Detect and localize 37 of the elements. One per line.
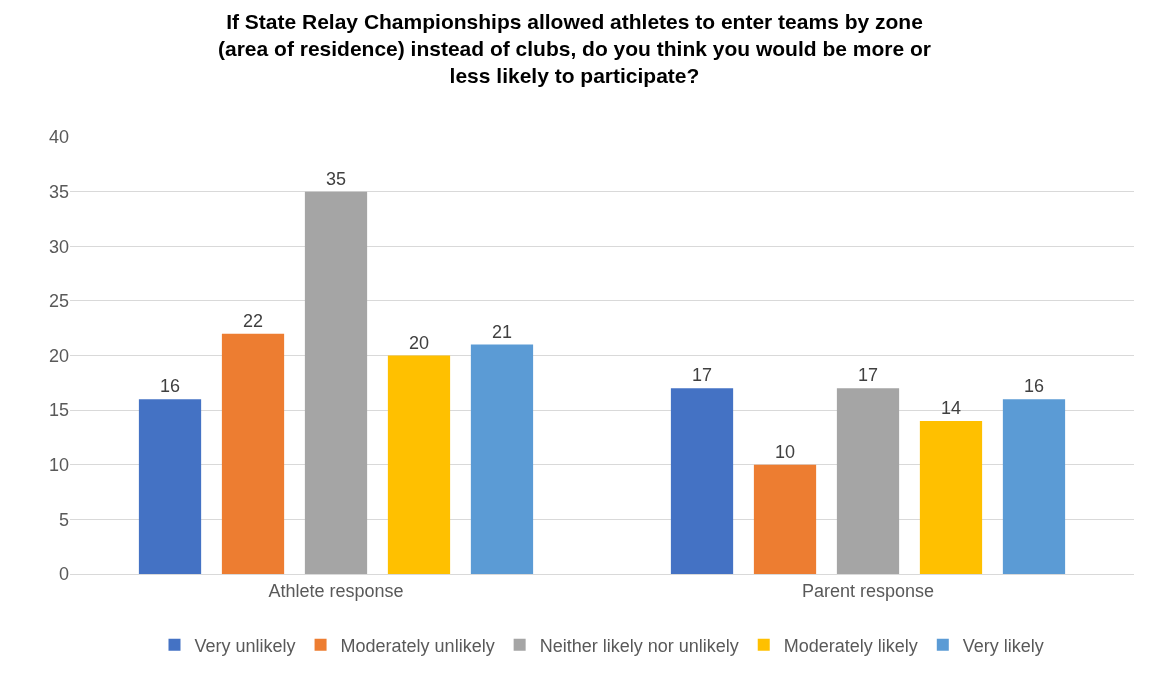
data-label: 16 (160, 376, 181, 397)
bar (304, 191, 368, 574)
bar (919, 421, 983, 574)
y-tick-label: 25 (48, 291, 69, 312)
bar (836, 388, 900, 574)
y-tick-label: 20 (48, 345, 69, 366)
y-tick-label: 35 (48, 181, 69, 202)
bar (470, 344, 534, 574)
bar (1002, 399, 1066, 574)
legend-label: Very likely (962, 635, 1044, 656)
bar (387, 355, 451, 574)
y-tick-label: 0 (58, 564, 69, 585)
data-label: 20 (408, 332, 430, 353)
data-label: 35 (325, 168, 347, 189)
data-label: 21 (491, 321, 512, 342)
bar (221, 333, 285, 574)
data-label: 14 (940, 398, 962, 419)
y-tick-label: 5 (58, 509, 69, 530)
bar (138, 399, 202, 574)
x-tick-label: Parent response (801, 580, 935, 601)
chart-title: If State Relay Championships allowed athletes to enter teams by zone (area of residence) instead of clubs, do you think you would be more or less likely to participate? (218, 9, 931, 88)
data-label: 22 (242, 310, 264, 331)
data-label: 17 (692, 365, 713, 386)
y-tick-label: 10 (48, 455, 69, 476)
legend-label: Moderately unlikely (340, 635, 495, 656)
y-tick-label: 15 (48, 400, 69, 421)
data-label: 10 (774, 441, 796, 462)
y-tick-label: 40 (48, 127, 69, 148)
legend-label: Neither likely nor unlikely (539, 635, 739, 656)
x-tick-label: Athlete response (268, 580, 404, 601)
bar (753, 464, 817, 574)
legend-label: Very unlikely (194, 635, 296, 656)
data-label: 17 (857, 365, 879, 386)
data-label: 16 (1023, 376, 1044, 397)
y-tick-label: 30 (48, 236, 69, 257)
legend-label: Moderately likely (783, 635, 918, 656)
bar (670, 388, 734, 574)
